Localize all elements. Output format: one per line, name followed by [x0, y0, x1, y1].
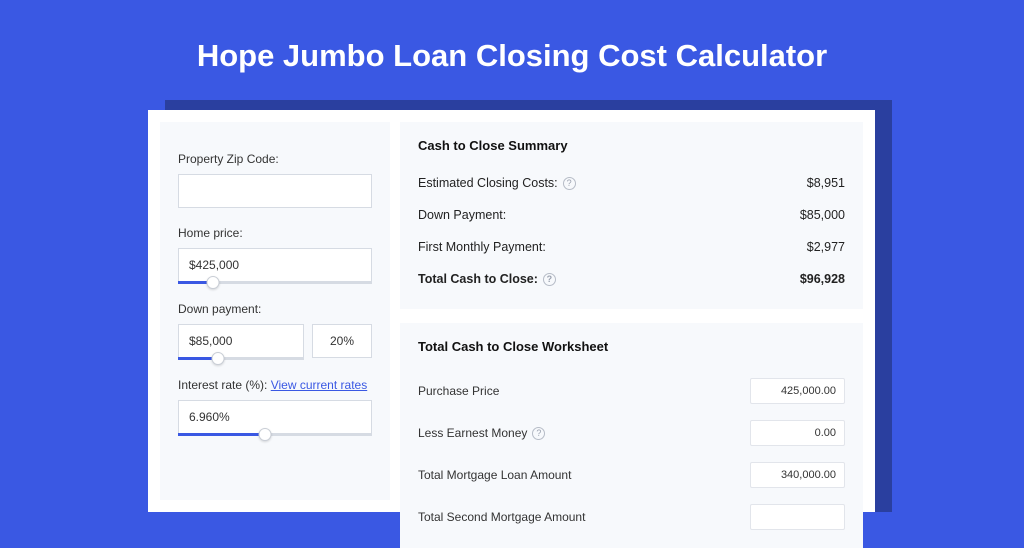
- summary-title: Cash to Close Summary: [418, 138, 845, 153]
- worksheet-value-input[interactable]: [750, 504, 845, 530]
- worksheet-block: Total Cash to Close Worksheet Purchase P…: [400, 323, 863, 548]
- interest-rate-slider[interactable]: [178, 400, 372, 436]
- home-price-label: Home price:: [178, 226, 372, 240]
- zip-input[interactable]: [178, 174, 372, 208]
- down-payment-slider-thumb[interactable]: [212, 352, 225, 365]
- summary-value: $85,000: [800, 208, 845, 222]
- results-panel: Cash to Close Summary Estimated Closing …: [400, 122, 863, 548]
- zip-field-group: Property Zip Code:: [178, 152, 372, 208]
- help-icon[interactable]: ?: [563, 177, 576, 190]
- interest-rate-field-group: Interest rate (%): View current rates: [178, 378, 372, 436]
- interest-rate-slider-thumb[interactable]: [259, 428, 272, 441]
- worksheet-title: Total Cash to Close Worksheet: [418, 339, 845, 354]
- worksheet-value-input[interactable]: 340,000.00: [750, 462, 845, 488]
- inputs-panel: Property Zip Code: Home price: Down paym…: [160, 122, 390, 500]
- worksheet-label-text: Total Mortgage Loan Amount: [418, 468, 571, 482]
- calculator-card: Property Zip Code: Home price: Down paym…: [148, 110, 875, 512]
- worksheet-row-purchase-price: Purchase Price 425,000.00: [418, 370, 845, 412]
- worksheet-value-input[interactable]: 0.00: [750, 420, 845, 446]
- page-title: Hope Jumbo Loan Closing Cost Calculator: [0, 0, 1024, 104]
- interest-rate-input[interactable]: [178, 400, 372, 434]
- summary-value: $2,977: [807, 240, 845, 254]
- summary-row-down-payment: Down Payment: $85,000: [418, 199, 845, 231]
- interest-rate-label: Interest rate (%): View current rates: [178, 378, 372, 392]
- worksheet-row-second-mortgage: Total Second Mortgage Amount: [418, 496, 845, 538]
- summary-label-text: First Monthly Payment:: [418, 240, 546, 254]
- home-price-input[interactable]: [178, 248, 372, 282]
- view-rates-link[interactable]: View current rates: [271, 378, 368, 392]
- home-price-slider-thumb[interactable]: [206, 276, 219, 289]
- interest-rate-label-text: Interest rate (%):: [178, 378, 267, 392]
- down-payment-label: Down payment:: [178, 302, 372, 316]
- interest-rate-slider-fill: [178, 433, 265, 436]
- summary-label-text: Estimated Closing Costs:: [418, 176, 558, 190]
- worksheet-row-mortgage-amount: Total Mortgage Loan Amount 340,000.00: [418, 454, 845, 496]
- home-price-slider[interactable]: [178, 248, 372, 284]
- summary-row-total: Total Cash to Close: ? $96,928: [418, 263, 845, 295]
- interest-rate-slider-track: [178, 433, 372, 436]
- worksheet-label-text: Purchase Price: [418, 384, 499, 398]
- help-icon[interactable]: ?: [532, 427, 545, 440]
- summary-row-closing-costs: Estimated Closing Costs: ? $8,951: [418, 167, 845, 199]
- down-payment-slider[interactable]: [178, 324, 304, 360]
- zip-label: Property Zip Code:: [178, 152, 372, 166]
- worksheet-label-text: Less Earnest Money: [418, 426, 527, 440]
- worksheet-value-input[interactable]: 425,000.00: [750, 378, 845, 404]
- summary-label-text: Down Payment:: [418, 208, 506, 222]
- summary-value: $96,928: [800, 272, 845, 286]
- worksheet-label-text: Total Second Mortgage Amount: [418, 510, 585, 524]
- home-price-slider-track: [178, 281, 372, 284]
- home-price-field-group: Home price:: [178, 226, 372, 284]
- down-payment-slider-track: [178, 357, 304, 360]
- summary-row-first-payment: First Monthly Payment: $2,977: [418, 231, 845, 263]
- summary-label-text: Total Cash to Close:: [418, 272, 538, 286]
- down-payment-field-group: Down payment: 20%: [178, 302, 372, 360]
- down-payment-input[interactable]: [178, 324, 304, 358]
- summary-block: Cash to Close Summary Estimated Closing …: [400, 122, 863, 309]
- help-icon[interactable]: ?: [543, 273, 556, 286]
- summary-value: $8,951: [807, 176, 845, 190]
- down-payment-pct-box[interactable]: 20%: [312, 324, 372, 358]
- worksheet-row-earnest-money: Less Earnest Money ? 0.00: [418, 412, 845, 454]
